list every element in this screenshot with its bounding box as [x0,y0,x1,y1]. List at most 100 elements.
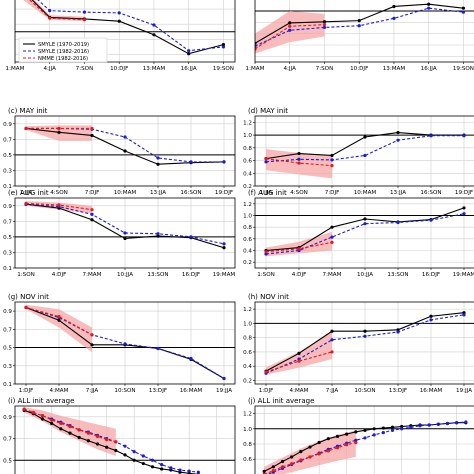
data-point-smyle_long [381,426,385,430]
y-tick-label: 0.6 [243,350,252,356]
data-point-smyle_short [445,421,450,426]
data-point-nmme [114,440,118,444]
data-point-smyle_short [427,6,431,10]
y-tick-label: 0.2 [243,184,252,190]
data-point-smyle_short [222,376,226,381]
data-point-smyle_long [90,343,94,347]
data-point-smyle_long [150,465,155,469]
y-tick-label: 0.3 [3,168,12,174]
y-tick-label: 1.2 [243,307,252,313]
data-point-smyle_long [262,469,266,473]
data-point-smyle_long [330,225,334,229]
y-tick-label: 0.1 [3,382,12,388]
plot-area [255,116,474,186]
data-point-nmme [48,16,52,20]
data-point-nmme [22,407,26,411]
axes-frame [14,0,236,63]
plot-area [15,0,235,62]
data-point-smyle_long [396,130,400,135]
data-point-smyle_long [132,458,136,462]
y-tick-label: 1.2 [243,120,252,126]
data-point-smyle_short [123,135,127,139]
axes-frame [14,405,236,474]
data-point-smyle_long [299,450,303,454]
data-point-nmme [24,201,28,206]
data-point-smyle_long [114,448,118,453]
plot-area [15,198,235,268]
data-point-nmme [24,305,28,310]
y-tick-label: 0.9 [3,309,12,315]
y-tick-label: 0.8 [243,225,252,231]
series-line-nmme [265,351,333,373]
nmme-spread-band [24,407,116,456]
data-point-nmme [330,350,334,354]
data-point-smyle_short [354,438,358,442]
data-point-smyle_short [189,160,193,164]
data-point-smyle_long [90,218,94,222]
data-point-nmme [297,161,301,165]
y-tick-label: 0.4 [243,364,252,370]
x-tick-label: 1:MAM [246,66,265,72]
x-tick-label: 10:JJA [117,272,133,278]
data-point-smyle_long [363,428,367,432]
data-point-smyle_long [280,459,285,464]
data-point-smyle_short [156,156,160,160]
data-point-smyle_short [264,252,268,256]
panel-title: (i) ALL init average [8,397,74,405]
data-point-smyle_long [290,455,294,459]
data-point-nmme [264,250,268,254]
data-point-smyle_short [196,470,200,474]
data-point-smyle_short [363,222,367,226]
data-point-smyle_long [288,21,292,25]
data-point-smyle_short [152,23,156,27]
panel-f: 0.2 0.4 0.6 0.8 1.0 1.2 1:SON 4:DJF 7:MAM 10:JJA 1… [243,189,474,278]
x-tick-label: 1:SON [17,272,35,278]
x-tick-label: 7:JJA [326,388,339,394]
data-point-smyle_long [187,52,191,56]
x-tick-label: 10:DJF [350,66,368,72]
data-point-nmme [105,438,109,442]
data-point-smyle_short [221,45,226,49]
data-point-smyle_short [48,9,52,13]
data-point-nmme [68,425,72,429]
x-tick-label: 10:SON [114,388,135,394]
legend-label: NMME (1982-2016) [38,56,88,62]
data-point-smyle_long [40,417,45,421]
data-point-nmme [57,203,61,207]
data-point-smyle_long [123,453,127,457]
y-tick-label: 1.0 [243,133,252,139]
panel-h: 0.2 0.4 0.6 0.8 1.0 1.2 1:DJF 4:MAM 7:JJA 10:SON 1… [243,293,474,394]
panel-a: 1:MAM 4:JJA 7:SON 10:DJF 13:MAM 16:JJA 19:SON S… [6,0,236,72]
data-point-smyle_long [156,234,160,238]
data-point-smyle_short [82,10,87,14]
data-point-smyle_long [317,440,321,445]
series-line-nmme [25,202,93,211]
data-point-nmme [77,428,81,432]
x-tick-label: 10:MAM [354,190,377,196]
data-point-smyle_short [169,466,173,470]
plot-area [15,116,235,186]
plot-area [15,406,235,474]
data-point-smyle_short [363,334,367,338]
x-tick-label: 4:SON [50,190,68,196]
data-point-smyle_short [392,16,396,20]
x-tick-label: 10:DJF [110,66,128,72]
data-point-smyle_short [123,444,127,448]
data-point-nmme [59,421,63,425]
panel-i: 0.5 0.7 0.9 (i) ALL init average [3,397,236,474]
data-point-smyle_short [156,232,160,236]
data-point-smyle_short [418,424,422,428]
data-point-smyle_long [95,442,100,446]
data-point-nmme [57,126,61,131]
y-tick-label: 0.9 [3,122,12,128]
x-tick-label: 19:JJA [456,388,472,394]
data-point-smyle_long [105,445,109,449]
y-tick-label: 0.6 [243,237,252,243]
data-point-smyle_short [372,433,376,437]
axes-frame [254,115,474,187]
y-tick-label: 1.0 [243,214,252,220]
y-tick-label: 1.0 [243,427,252,433]
y-tick-label: 0.8 [243,336,252,342]
panel-b: 1:MAM 4:JJA 7:SON 10:DJF 13:MAM 16:JJA 19:SON [246,0,474,72]
data-point-smyle_long [221,43,226,47]
